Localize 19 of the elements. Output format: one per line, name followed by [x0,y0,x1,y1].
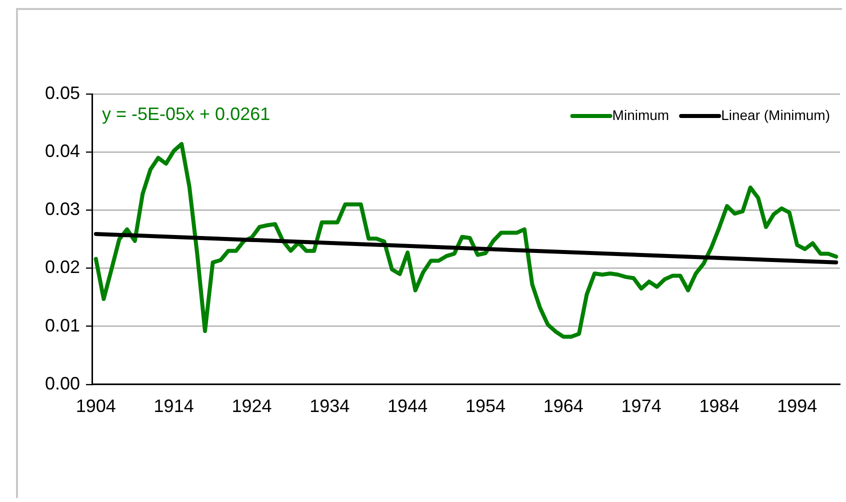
x-tick-label: 1964 [543,396,584,416]
legend-label: Linear (Minimum) [721,106,830,123]
x-tick-label: 1914 [154,396,194,416]
y-tick-label: 0.02 [44,257,80,278]
x-tick-label: 1904 [76,396,116,416]
x-tick-label: 1934 [310,396,350,416]
x-tick-label: 1984 [699,396,740,416]
x-tick-label: 1924 [232,396,272,416]
x-tick-label: 1954 [465,396,506,416]
y-tick-label: 0.04 [44,141,80,162]
x-tick-label: 1994 [777,396,818,416]
y-tick-label: 0.03 [44,199,80,220]
y-tick-label: 0.05 [44,82,80,103]
y-tick-label: 0.01 [44,315,80,336]
x-tick-label: 1974 [621,396,662,416]
y-tick-label: 0.00 [44,373,80,394]
x-tick-label: 1944 [388,396,428,416]
legend-label: Minimum [612,106,670,123]
annotation: y = -5E-05x + 0.0261 [102,104,270,124]
